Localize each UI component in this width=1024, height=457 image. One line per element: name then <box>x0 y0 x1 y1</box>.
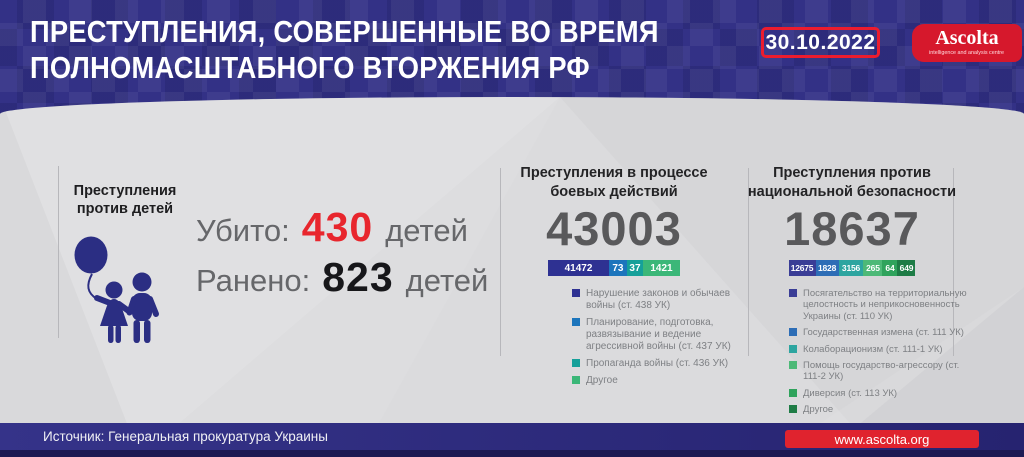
chart-total-value: 43003 <box>546 202 682 256</box>
legend-item: Пропаганда войны (ст. 436 УК) <box>572 358 734 370</box>
killed-suffix: детей <box>385 213 468 248</box>
wounded-stat-row: Ранено: 823 детей <box>196 254 488 301</box>
bar-segment: 649 <box>897 260 916 277</box>
legend-swatch-icon <box>789 361 797 370</box>
children-with-balloon-icon <box>74 236 159 343</box>
background-facets <box>0 97 1024 457</box>
bar-segment: 64 <box>882 260 898 277</box>
legend-swatch-icon <box>789 405 797 414</box>
legend-swatch-icon <box>789 289 797 298</box>
legend-item: Другое <box>572 375 734 387</box>
legend-label: Государственная измена (ст. 111 УК) <box>803 327 964 339</box>
bar-segment: 37 <box>626 260 643 277</box>
bar-segment: 73 <box>608 260 627 277</box>
page-title-line1: ПРЕСТУПЛЕНИЯ, СОВЕРШЕННЫЕ ВО ВРЕМЯ <box>30 14 659 49</box>
legend-item: Диверсия (ст. 113 УК) <box>789 388 972 399</box>
divider-line <box>500 168 501 356</box>
legend-label: Колаборационизм (ст. 111-1 УК) <box>803 343 943 355</box>
bar-segment: 12675 <box>788 260 816 277</box>
footer-bottom-strip <box>0 450 1024 457</box>
bar-segment: 1421 <box>643 260 680 277</box>
killed-value: 430 <box>301 204 374 250</box>
legend-swatch-icon <box>572 289 580 298</box>
bar-segment: 41472 <box>548 260 609 277</box>
legend-item: Помощь государство-агрессору (ст. 111-2 … <box>789 360 972 383</box>
legend-swatch-icon <box>789 328 797 337</box>
bar-segment: 3156 <box>838 260 864 277</box>
legend-swatch-icon <box>572 376 580 385</box>
children-section-title: Преступления против детей <box>73 183 177 218</box>
wounded-label: Ранено: <box>196 263 311 298</box>
legend-label: Другое <box>803 404 834 416</box>
legend-label: Планирование, подготовка, развязывание и… <box>586 317 731 353</box>
combat-crimes-chart: Преступления в процессе боевых действий … <box>494 164 734 387</box>
page-title-line2: ПОЛНОМАСШТАБНОГО ВТОРЖЕНИЯ РФ <box>30 49 590 85</box>
logo-tagline: intelligence and analysis centre <box>929 48 1005 55</box>
killed-stat-row: Убито: 430 детей <box>196 204 468 251</box>
content-background <box>0 97 1024 457</box>
legend-swatch-icon <box>789 344 797 353</box>
chart-title: Преступления в процессе боевых действий <box>520 165 708 200</box>
legend-swatch-icon <box>572 359 580 368</box>
legend-item: Колаборационизм (ст. 111-1 УК) <box>789 344 972 355</box>
legend-label: Пропаганда войны (ст. 436 УК) <box>586 358 729 370</box>
bar-segment: 1828 <box>815 260 839 277</box>
divider-line <box>748 168 749 356</box>
ascolta-logo[interactable]: Ascolta intelligence and analysis centre <box>912 24 1022 62</box>
logo-wordmark: Ascolta <box>935 26 999 49</box>
killed-label: Убито: <box>196 213 290 248</box>
legend-item: Государственная измена (ст. 111 УК) <box>789 327 972 338</box>
source-note: Источник: Генеральная прокуратура Украин… <box>43 429 328 444</box>
date-badge: 30.10.2022 <box>761 27 880 58</box>
legend-swatch-icon <box>789 388 797 397</box>
chart-title: Преступления против национальной безопас… <box>747 165 957 200</box>
chart-legend: Посягательство на территориальную целост… <box>789 288 972 416</box>
wounded-suffix: детей <box>405 263 489 298</box>
stacked-bar: 12675 1828 3156 265 64 649 <box>788 260 916 277</box>
divider-line <box>58 166 59 338</box>
legend-label: Нарушение законов и обычаев войны (ст. 4… <box>586 288 731 312</box>
stacked-bar: 41472 73 37 1421 <box>548 260 680 277</box>
chart-total-value: 18637 <box>784 202 920 256</box>
legend-item: Нарушение законов и обычаев войны (ст. 4… <box>572 288 734 312</box>
bar-segment: 265 <box>863 260 883 277</box>
legend-label: Помощь государство-агрессору (ст. 111-2 … <box>803 360 960 383</box>
divider-line <box>953 168 954 356</box>
wounded-value: 823 <box>322 254 394 300</box>
legend-label: Другое <box>586 375 618 387</box>
chart-legend: Нарушение законов и обычаев войны (ст. 4… <box>572 288 734 387</box>
legend-swatch-icon <box>572 318 580 327</box>
legend-item: Посягательство на территориальную целост… <box>789 288 972 322</box>
legend-item: Другое <box>789 404 972 415</box>
legend-label: Диверсия (ст. 113 УК) <box>803 387 898 399</box>
legend-item: Планирование, подготовка, развязывание и… <box>572 317 734 353</box>
page-title: ПРЕСТУПЛЕНИЯ, СОВЕРШЕННЫЕ ВО ВРЕМЯ ПОЛНО… <box>30 14 659 86</box>
national-security-crimes-chart: Преступления против национальной безопас… <box>732 164 972 416</box>
website-link[interactable]: www.ascolta.org <box>785 430 979 448</box>
legend-label: Посягательство на территориальную целост… <box>803 288 967 322</box>
